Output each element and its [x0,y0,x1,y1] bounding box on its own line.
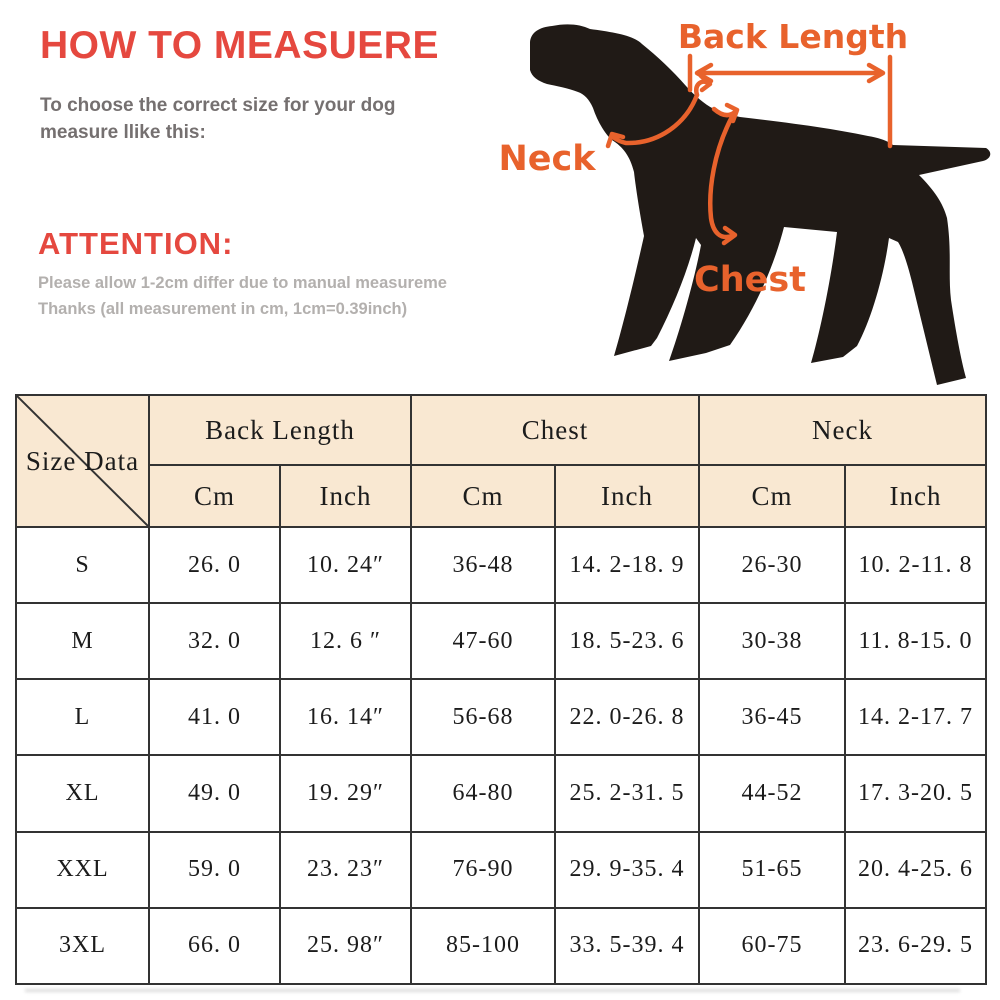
table-cell: 19. 29″ [279,754,412,833]
table-cell: 56-68 [410,678,556,757]
size-cell: XXL [15,830,150,909]
table-cell: 33. 5-39. 4 [553,906,701,986]
table-cell: 10. 2-11. 8 [844,525,988,605]
group-header-neck: Neck [698,394,988,466]
table-cell: 29. 9-35. 4 [553,830,701,909]
unit-header: Cm [410,464,556,528]
size-cell: 3XL [15,906,150,986]
table-cell: 11. 8-15. 0 [844,602,988,681]
table-cell: 18. 5-23. 6 [553,602,701,681]
subtitle: To choose the correct size for your dog … [40,92,395,146]
table-cell: 17. 3-20. 5 [844,754,988,833]
corner-label: Size Data [25,445,140,476]
unit-header: Inch [844,464,988,528]
table-cell: 47-60 [410,602,556,681]
size-cell: L [15,678,150,757]
table-cell: 14. 2-17. 7 [844,678,988,757]
page-title: HOW TO MEASUERE [40,24,439,67]
table-cell: 23. 23″ [279,830,412,909]
table-cell: 76-90 [410,830,556,909]
table-cell: 10. 24″ [279,525,412,605]
table-cell: 44-52 [698,754,847,833]
chest-arc [708,102,740,246]
attention-note: Please allow 1-2cm differ due to manual … [38,270,464,322]
chest-label: Chest [694,260,806,300]
subtitle-line-1: To choose the correct size for your dog [40,95,396,116]
unit-header: Inch [279,464,412,528]
table-cell: 49. 0 [148,754,281,833]
attention-heading: ATTENTION: [38,226,234,261]
table-row-m: M 32. 0 12. 6 ″ 47-60 18. 5-23. 6 30-38 … [15,602,988,681]
table-cell: 12. 6 ″ [279,602,412,681]
table-cell: 25. 98″ [279,906,412,986]
table-row-s: S 26. 0 10. 24″ 36-48 14. 2-18. 9 26-30 … [15,525,988,605]
table-cell: 36-48 [410,525,556,605]
table-cell: 59. 0 [148,830,281,909]
table-cell: 66. 0 [148,906,281,986]
table-cell: 30-38 [698,602,847,681]
unit-header: Inch [553,464,701,528]
table-row-3xl: 3XL 66. 0 25. 98″ 85-100 33. 5-39. 4 60-… [15,906,988,986]
table-cell: 26. 0 [148,525,281,605]
dog-measurement-diagram: Back Length Neck Chest [500,0,1000,400]
table-cell: 20. 4-25. 6 [844,830,988,909]
size-table: Size Data Back Length Chest Neck Cm Inch… [15,394,988,986]
table-cell: 36-45 [698,678,847,757]
attention-note-line-2: Thanks (all measurement in cm, 1cm=0.39i… [38,300,408,318]
unit-header: Cm [148,464,281,528]
table-cell: 22. 0-26. 8 [553,678,701,757]
dog-diagram-svg: Back Length Neck Chest [500,17,991,385]
table-cell: 14. 2-18. 9 [553,525,701,605]
table-cell: 26-30 [698,525,847,605]
table-cell: 85-100 [410,906,556,986]
photo-edge-shadow [25,989,960,992]
back-length-arrow [687,53,893,149]
group-header-chest: Chest [409,394,701,466]
table-cell: 60-75 [698,906,847,986]
table-cell: 32. 0 [148,602,281,681]
corner-header-cell: Size Data [15,394,150,528]
table-cell: 23. 6-29. 5 [844,906,988,986]
table-cell: 51-65 [698,830,847,909]
table-row-xxl: XXL 59. 0 23. 23″ 76-90 29. 9-35. 4 51-6… [15,830,988,909]
size-cell: XL [15,754,150,833]
table-cell: 25. 2-31. 5 [553,754,701,833]
size-cell: M [15,602,150,681]
corner-diagonal-line [18,397,147,525]
attention-note-line-1: Please allow 1-2cm differ due to manual … [38,274,447,292]
group-header-back-length: Back Length [148,394,412,466]
table-row-l: L 41. 0 16. 14″ 56-68 22. 0-26. 8 36-45 … [15,678,988,757]
table-cell: 16. 14″ [279,678,412,757]
size-cell: S [15,525,150,605]
neck-label: Neck [500,139,596,179]
back-length-label: Back Length [678,17,908,56]
subtitle-line-2: measure llike this: [40,122,206,143]
table-cell: 41. 0 [148,678,281,757]
dog-silhouette [530,24,991,385]
neck-arc [605,73,713,149]
unit-header: Cm [698,464,847,528]
table-cell: 64-80 [410,754,556,833]
table-row-xl: XL 49. 0 19. 29″ 64-80 25. 2-31. 5 44-52… [15,754,988,833]
